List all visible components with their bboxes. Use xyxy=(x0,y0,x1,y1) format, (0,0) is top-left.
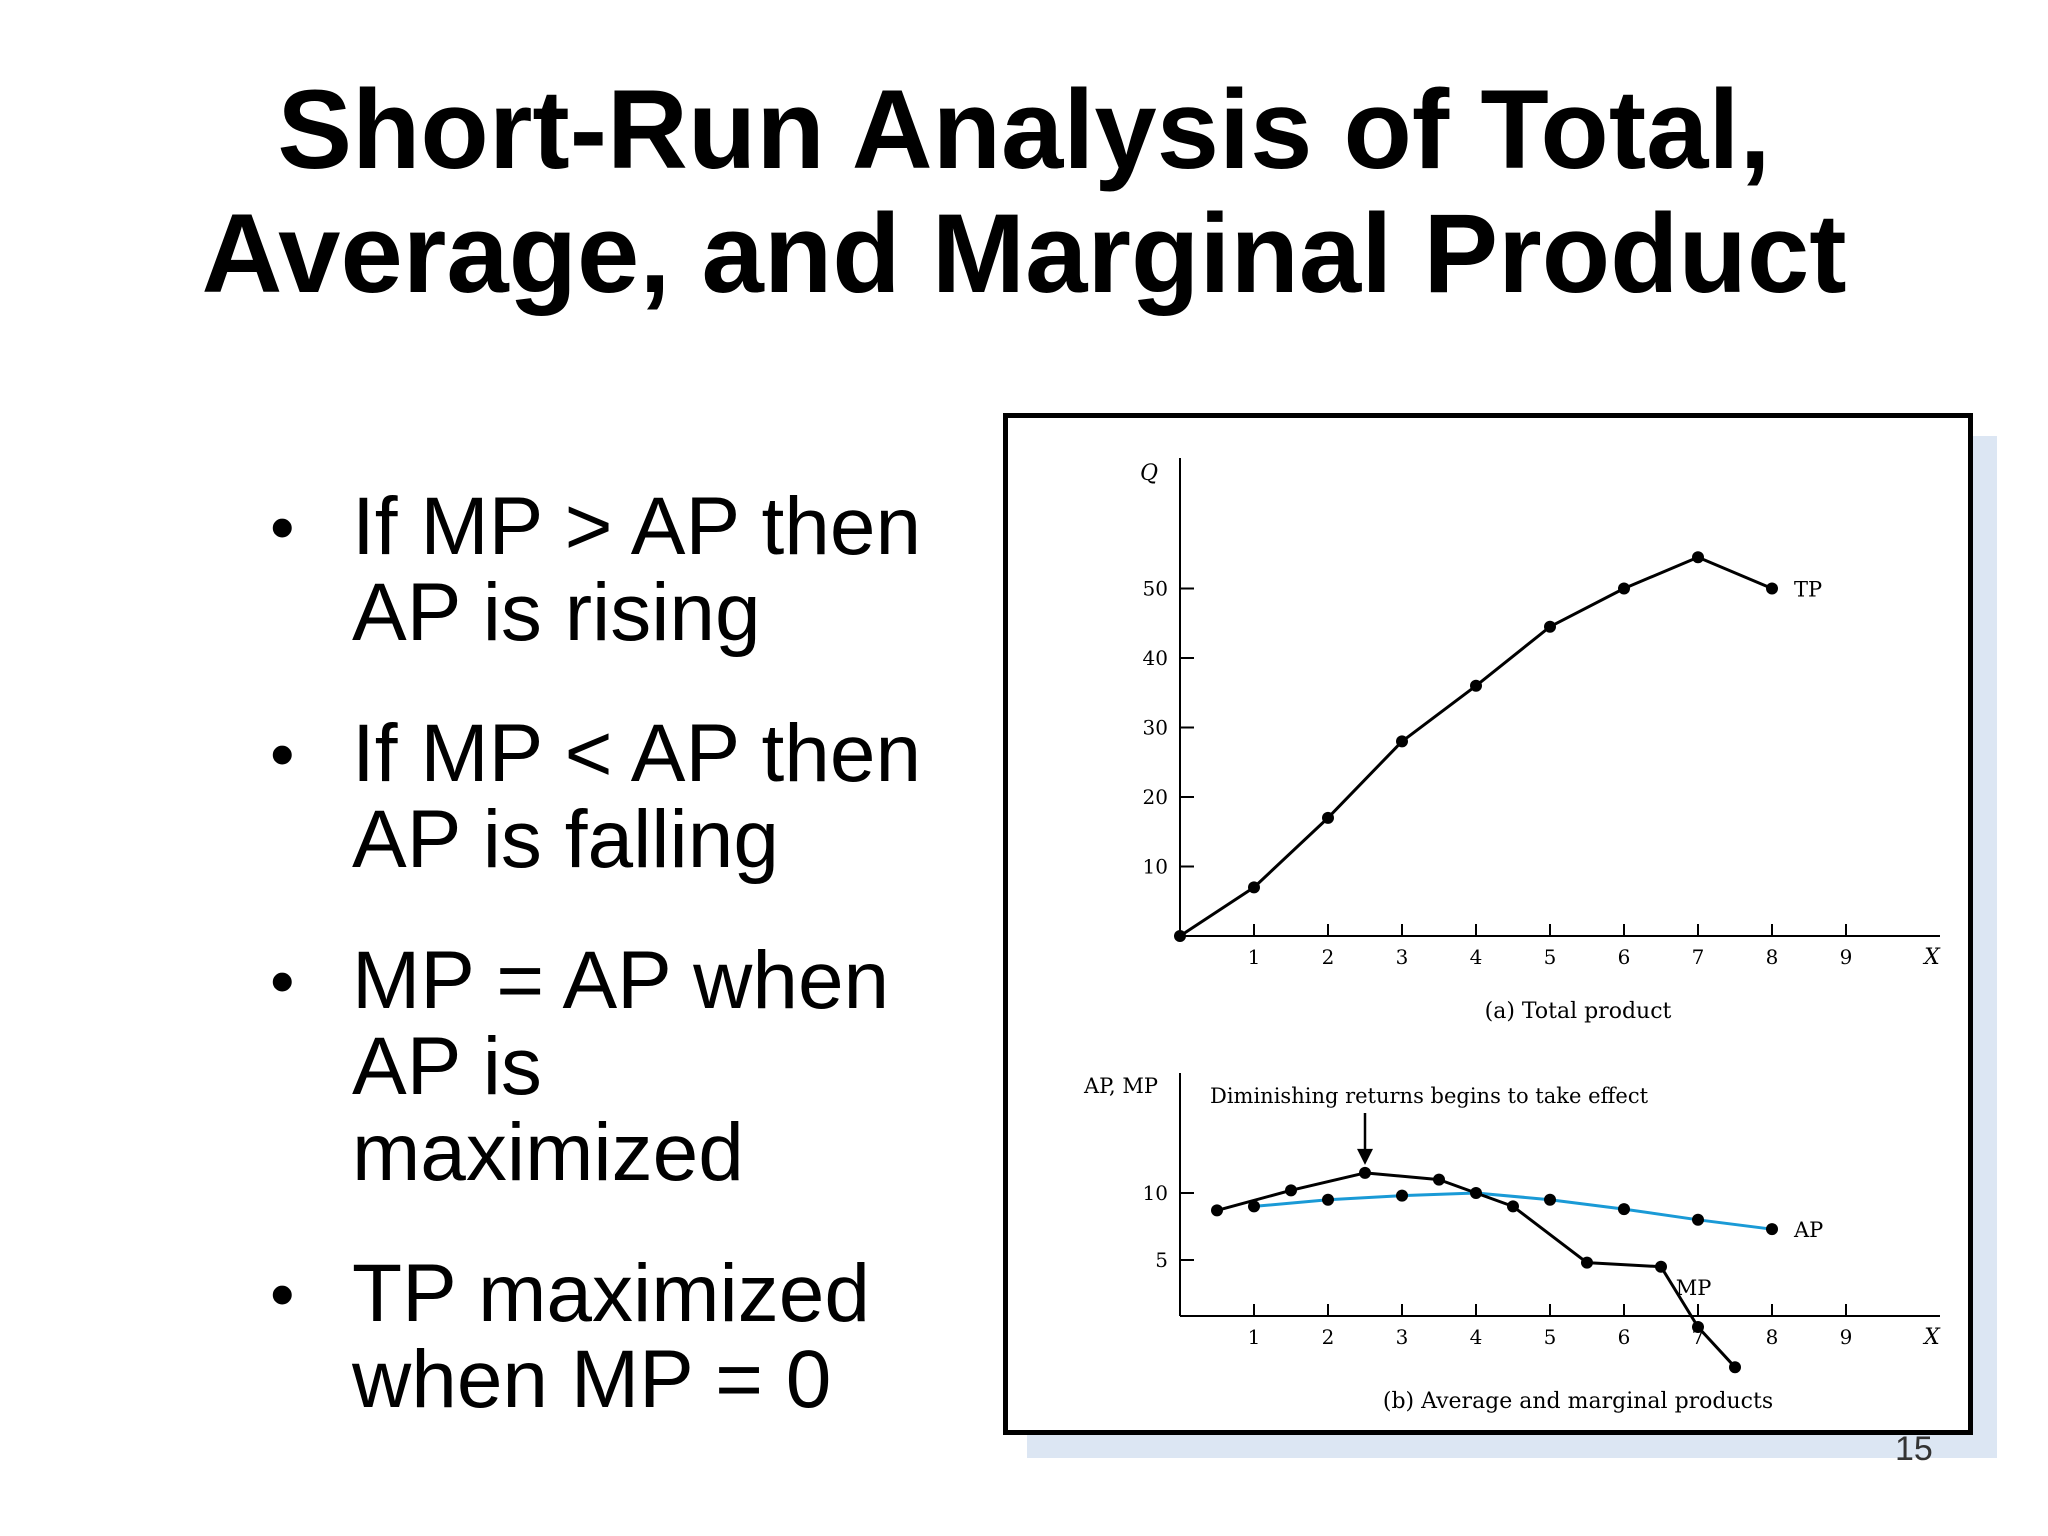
bullet-item: • If MP < AP then AP is falling xyxy=(270,711,950,883)
data-point-mp xyxy=(1655,1260,1667,1273)
x-tick-label: 3 xyxy=(1396,1325,1409,1349)
data-point-mp xyxy=(1692,1321,1704,1333)
x-tick-label: 5 xyxy=(1544,1325,1557,1349)
data-point-tp xyxy=(1692,551,1704,564)
x-tick-label: 7 xyxy=(1692,945,1705,969)
x-tick-label: 1 xyxy=(1248,945,1261,969)
x-tick-label: 4 xyxy=(1470,945,1483,969)
x-axis-label: X xyxy=(1922,945,1941,970)
series-line-ap xyxy=(1253,1191,1773,1231)
x-tick-label: 9 xyxy=(1840,945,1853,969)
y-tick-label: 10 xyxy=(1143,1181,1168,1205)
data-point-tp xyxy=(1248,881,1260,894)
data-point-mp xyxy=(1507,1200,1519,1213)
data-point-ap xyxy=(1766,1223,1778,1236)
data-point-tp xyxy=(1396,735,1408,748)
data-point-mp xyxy=(1285,1184,1297,1197)
data-point-ap xyxy=(1396,1189,1408,1202)
data-point-tp xyxy=(1470,679,1482,692)
x-tick-label: 9 xyxy=(1840,1325,1853,1349)
x-tick-label: 6 xyxy=(1618,1325,1631,1349)
data-point-mp xyxy=(1729,1361,1741,1374)
bullet-text: If MP < AP then AP is falling xyxy=(352,708,922,885)
slide-title: Short-Run Analysis of Total, Average, an… xyxy=(0,68,2048,316)
annotation-text: Diminishing returns begins to take effec… xyxy=(1210,1084,1649,1108)
panel-caption: (b) Average and marginal products xyxy=(1383,1389,1773,1414)
slide-number: 15 xyxy=(1895,1430,1933,1468)
series-label-ap: AP xyxy=(1793,1218,1823,1242)
data-point-tp xyxy=(1174,930,1186,942)
x-tick-label: 1 xyxy=(1248,1325,1261,1349)
panel-caption: (a) Total product xyxy=(1485,999,1672,1024)
data-point-mp xyxy=(1581,1256,1593,1269)
y-tick-label: 30 xyxy=(1143,716,1168,740)
bullet-dot: • xyxy=(270,488,295,566)
x-tick-label: 4 xyxy=(1470,1325,1483,1349)
x-axis-label: X xyxy=(1922,1325,1941,1350)
data-point-tp xyxy=(1544,620,1556,633)
data-point-tp xyxy=(1322,811,1334,824)
x-tick-label: 3 xyxy=(1396,945,1409,969)
bullet-list: • If MP > AP then AP is rising • If MP < A… xyxy=(270,484,950,1478)
data-point-mp xyxy=(1433,1173,1445,1186)
y-tick-label: 5 xyxy=(1155,1248,1168,1272)
data-point-tp xyxy=(1766,582,1778,595)
data-point-ap xyxy=(1618,1203,1630,1216)
data-point-ap xyxy=(1544,1193,1556,1206)
data-point-mp xyxy=(1211,1204,1223,1217)
bullet-dot: • xyxy=(270,715,295,793)
data-point-tp xyxy=(1618,582,1630,595)
figure-frame: Q X 1 2 3 4 5 6 7 8 9 10 20 30 40 50 TP (a) Total product… xyxy=(1003,413,1973,1435)
bullet-item: • TP maximized when MP = 0 xyxy=(270,1251,950,1423)
product-curves-figure: Q X 1 2 3 4 5 6 7 8 9 10 20 30 40 50 TP (a) Total product… xyxy=(1083,458,1941,1414)
y-tick-label: 50 xyxy=(1143,577,1168,601)
x-tick-label: 6 xyxy=(1618,945,1631,969)
series-label-tp: TP xyxy=(1794,578,1822,602)
series-label-mp: MP xyxy=(1676,1276,1712,1300)
bullet-dot: • xyxy=(270,942,295,1020)
bullet-text: MP = AP when AP is maximized xyxy=(352,935,890,1198)
series-line-tp xyxy=(1179,555,1773,938)
y-axis-label: AP, MP xyxy=(1083,1074,1158,1098)
bullet-item: • MP = AP when AP is maximized xyxy=(270,938,950,1196)
bullet-item: • If MP > AP then AP is rising xyxy=(270,484,950,656)
x-tick-label: 8 xyxy=(1766,1325,1779,1349)
data-point-ap xyxy=(1322,1193,1334,1206)
annotation-arrow-head xyxy=(1357,1148,1373,1165)
x-tick-label: 2 xyxy=(1322,1325,1335,1349)
x-tick-label: 8 xyxy=(1766,945,1779,969)
y-tick-label: 10 xyxy=(1143,855,1168,879)
bullet-dot: • xyxy=(270,1255,295,1333)
title-line-2: Average, and Marginal Product xyxy=(201,191,1847,316)
title-line-1: Short-Run Analysis of Total, xyxy=(277,67,1771,192)
bullet-text: TP maximized when MP = 0 xyxy=(352,1248,870,1425)
data-point-mp xyxy=(1359,1166,1371,1179)
y-tick-label: 20 xyxy=(1143,785,1168,809)
y-axis-label: Q xyxy=(1140,461,1158,486)
bullet-text: If MP > AP then AP is rising xyxy=(352,481,922,658)
data-point-ap xyxy=(1248,1200,1260,1213)
y-tick-label: 40 xyxy=(1143,646,1168,670)
data-point-ap xyxy=(1692,1213,1704,1226)
x-tick-label: 2 xyxy=(1322,945,1335,969)
x-tick-label: 5 xyxy=(1544,945,1557,969)
